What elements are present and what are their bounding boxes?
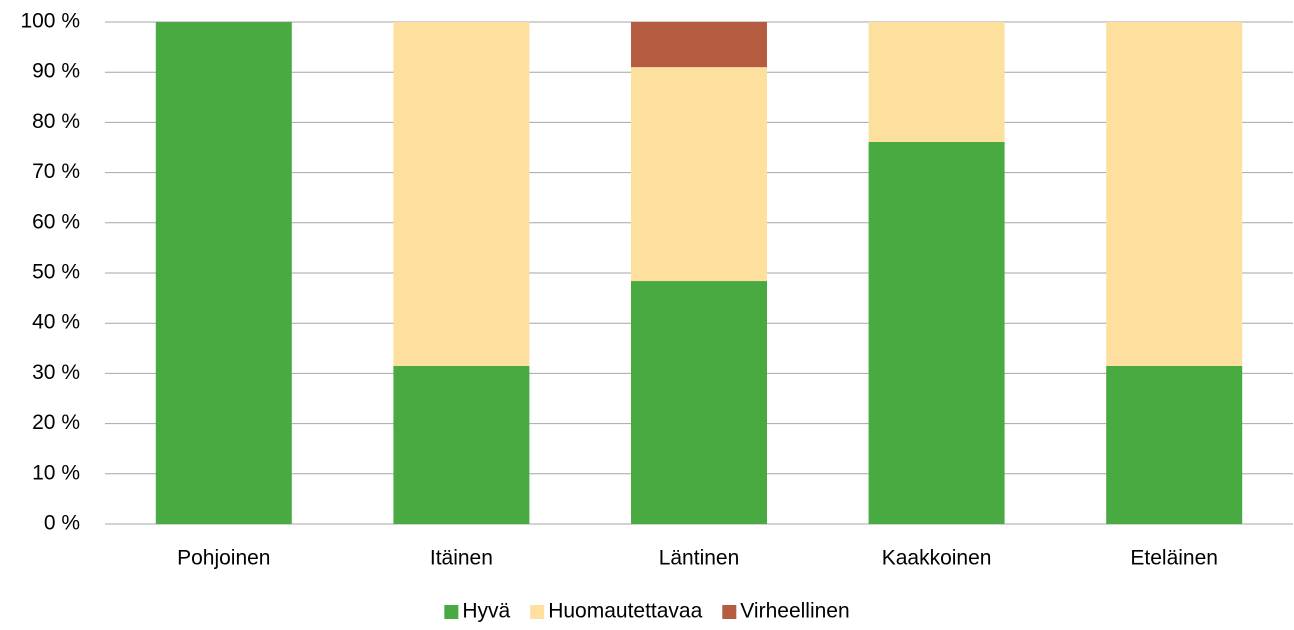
bar-segment <box>1106 22 1243 366</box>
x-tick-label: Eteläinen <box>1130 547 1218 570</box>
legend-swatch <box>444 605 459 619</box>
x-tick-label: Itäinen <box>430 547 493 570</box>
legend-label: Huomautettavaa <box>548 600 702 623</box>
x-tick-label: Pohjoinen <box>177 547 270 570</box>
y-tick-label: 80 % <box>32 110 80 133</box>
legend-label: Hyvä <box>462 600 510 623</box>
legend-swatch <box>722 605 737 619</box>
bar-segment <box>631 281 767 524</box>
y-tick-label: 70 % <box>32 160 80 183</box>
y-tick-label: 100 % <box>20 10 80 33</box>
legend-label: Virheellinen <box>740 600 849 623</box>
y-tick-label: 30 % <box>32 361 80 384</box>
bar-segment <box>631 67 767 282</box>
y-tick-label: 60 % <box>32 210 80 233</box>
legend-swatch <box>530 605 545 619</box>
y-tick-label: 40 % <box>32 311 80 334</box>
bar-segment <box>393 365 530 524</box>
x-tick-label: Läntinen <box>659 547 740 570</box>
bar-segment <box>868 22 1005 142</box>
bar-segment <box>155 22 292 524</box>
bar-segment <box>631 22 767 68</box>
y-tick-label: 50 % <box>32 261 80 284</box>
bar-segment <box>393 22 530 366</box>
y-tick-label: 10 % <box>32 461 80 484</box>
bar-segment <box>1106 365 1243 524</box>
bar-segment <box>868 141 1005 524</box>
y-tick-label: 90 % <box>32 60 80 83</box>
x-tick-label: Kaakkoinen <box>882 547 992 570</box>
y-tick-label: 0 % <box>44 512 80 535</box>
y-tick-label: 20 % <box>32 411 80 434</box>
